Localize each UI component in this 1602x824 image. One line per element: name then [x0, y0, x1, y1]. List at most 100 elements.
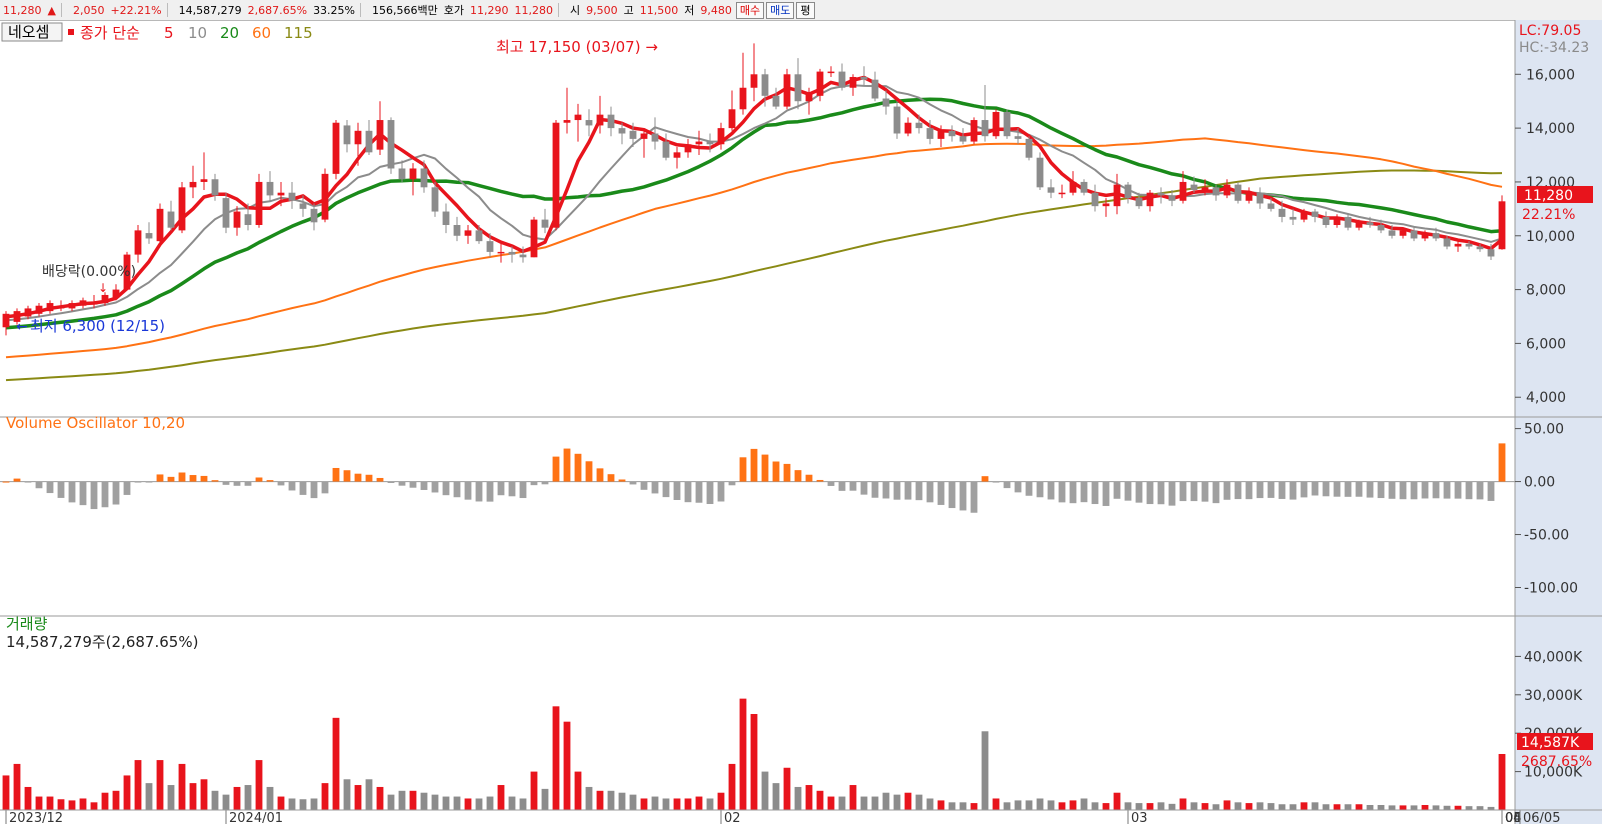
x-axis-label: 2024/01	[229, 811, 283, 824]
candle	[739, 52, 747, 115]
candle	[585, 109, 593, 137]
oscillator-bar	[1058, 481, 1066, 503]
candle-body	[222, 198, 230, 228]
oscillator-bar	[46, 481, 54, 494]
oscillator-bar	[618, 479, 626, 482]
candle-body	[1278, 208, 1286, 217]
volume-bar	[508, 796, 516, 810]
oscillator-bar	[1399, 481, 1407, 500]
candle	[277, 181, 285, 207]
oscillator-bar	[2, 481, 10, 483]
volume-value: 14,587,279주(2,687.65%)	[6, 633, 198, 651]
candle	[673, 146, 681, 169]
oscillator-bar	[508, 481, 516, 497]
volume-bar	[475, 798, 483, 810]
candle-body	[1234, 184, 1242, 201]
candle-body	[1058, 192, 1066, 195]
candle-body	[970, 120, 978, 142]
oscillator-bar	[1003, 481, 1011, 489]
oscillator-bar	[640, 481, 648, 490]
low-annotation: 최저 6,300 (12/15)	[30, 317, 165, 335]
candle-body	[497, 251, 505, 254]
candle-body	[299, 203, 307, 209]
volume-bar	[442, 796, 450, 810]
oscillator-bar	[871, 481, 879, 498]
volume-bar	[948, 802, 956, 810]
volume-bar	[893, 794, 901, 810]
candle-body	[838, 71, 846, 88]
volume-bar	[959, 802, 967, 810]
volume-bar	[288, 798, 296, 810]
candle-body	[233, 211, 241, 228]
right-axis-panel	[1515, 20, 1602, 824]
volume-bar	[728, 763, 736, 810]
candle-body	[1498, 201, 1506, 250]
oscillator-bar	[420, 481, 428, 490]
buy-button[interactable]: 매수	[735, 1, 765, 19]
candle	[464, 225, 472, 244]
evaluate-button[interactable]: 평	[796, 1, 815, 19]
oscillator-bar	[1146, 481, 1154, 505]
candle	[640, 128, 648, 158]
oscillator-bar	[79, 481, 87, 506]
oscillator-bar	[981, 476, 989, 482]
oscillator-bar	[178, 472, 186, 482]
candle-body	[508, 251, 516, 255]
candle	[1333, 214, 1341, 228]
oscillator-bar	[464, 481, 472, 500]
candle	[255, 173, 263, 228]
candle	[1322, 211, 1330, 228]
candle	[805, 87, 813, 115]
candle	[1036, 152, 1044, 191]
candle-body	[805, 93, 813, 102]
candle-body	[409, 168, 417, 180]
volume-bar	[266, 786, 274, 810]
ma-label: 종가 단순	[80, 24, 140, 42]
oscillator-bar	[1454, 481, 1462, 499]
ask-price: 11,290	[470, 3, 509, 17]
oscillator-bar	[937, 481, 945, 505]
oscillator-bar	[343, 470, 351, 482]
ma-period-20: 20	[220, 24, 239, 42]
oscillator-bar	[277, 481, 285, 486]
volume-bar	[871, 796, 879, 810]
sell-button[interactable]: 매도	[766, 1, 795, 19]
oscillator-bar	[255, 477, 263, 482]
stock-chart[interactable]: 16,00014,00012,00010,0008,0006,0004,0005…	[0, 20, 1602, 824]
volume-bar	[607, 790, 615, 810]
volume-bar	[332, 717, 340, 810]
candle	[607, 106, 615, 137]
volume-bar	[1058, 802, 1066, 810]
oscillator-bar	[915, 481, 923, 501]
x-axis-label: 2023/12	[9, 811, 63, 824]
oscillator-bar	[992, 481, 1000, 483]
candle-body	[1091, 192, 1099, 207]
candle-body	[145, 233, 153, 239]
stock-name-box[interactable]	[1, 22, 63, 42]
candle	[310, 203, 318, 231]
candle	[1135, 192, 1143, 209]
oscillator-bar	[805, 474, 813, 482]
oscillator-bar	[288, 481, 296, 491]
oscillator-bar	[156, 474, 164, 482]
oscillator-bar	[761, 454, 769, 482]
candle-body	[1333, 216, 1341, 225]
low-label: 저	[684, 4, 695, 17]
volume-bar	[365, 779, 373, 810]
candle-body	[112, 289, 120, 298]
oscillator-bar	[299, 481, 307, 495]
candle	[728, 90, 736, 131]
oscillator-bar	[1212, 481, 1220, 504]
candle	[1003, 109, 1011, 139]
candle	[1399, 227, 1407, 239]
volume-bar	[431, 794, 439, 810]
candle-body	[1179, 181, 1187, 201]
oscillator-bar	[662, 481, 670, 498]
candle-body	[1201, 187, 1209, 191]
oscillator-bar	[57, 481, 65, 498]
candle-body	[640, 133, 648, 139]
oscillator-bar	[1278, 481, 1286, 499]
volume-bar	[2, 775, 10, 810]
oscillator-bar	[706, 481, 714, 505]
x-axis-label: 06/05	[1523, 811, 1560, 824]
